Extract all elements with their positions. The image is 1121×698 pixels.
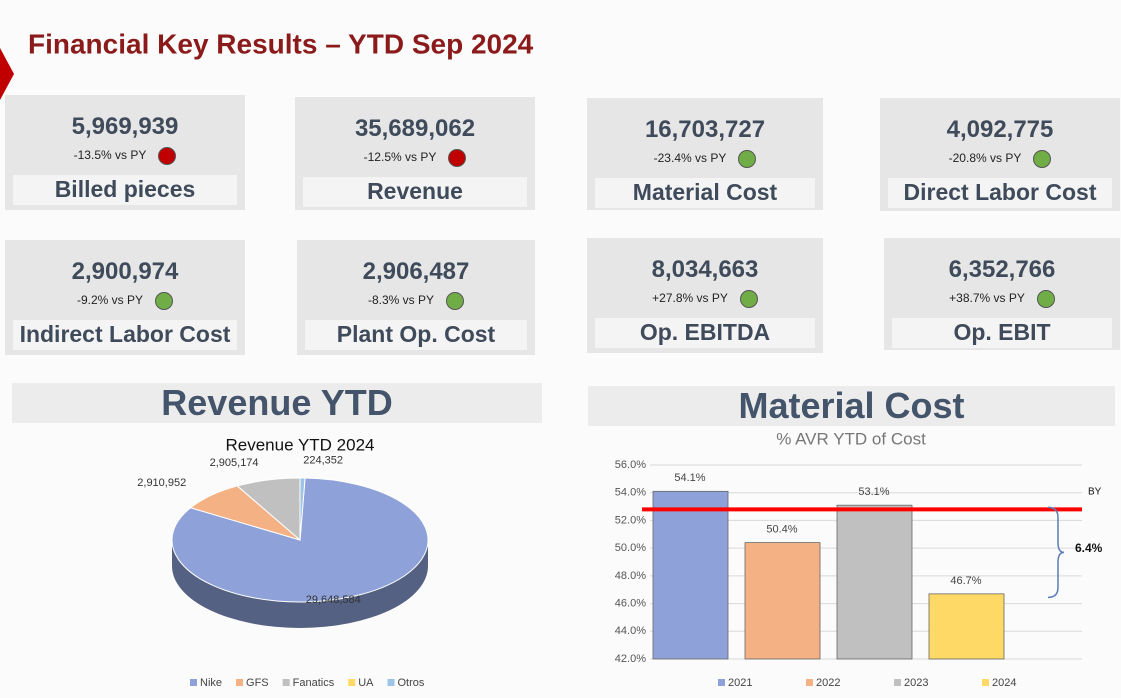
kpi-delta-text: -13.5% vs PY: [73, 148, 147, 163]
legend-label: Otros: [398, 677, 425, 689]
y-tick-label: 46.0%: [615, 597, 646, 609]
kpi-label: Material Cost: [595, 178, 815, 208]
status-indicator: [1036, 290, 1055, 308]
legend-label: Fanatics: [293, 677, 335, 689]
status-indicator: [448, 149, 467, 167]
kpi-card: 16,703,727 -23.4% vs PY Material Cost: [587, 98, 823, 210]
kpi-label: Billed pieces: [13, 175, 237, 205]
kpi-delta: -23.4% vs PY: [587, 150, 823, 168]
kpi-card: 5,969,939 -13.5% vs PY Billed pieces: [5, 95, 245, 210]
kpi-delta: -20.8% vs PY: [880, 150, 1120, 168]
status-indicator: [446, 292, 465, 310]
bar: [744, 542, 821, 660]
status-indicator: [158, 147, 177, 165]
status-indicator: [1033, 150, 1052, 168]
kpi-card: 2,900,974 -9.2% vs PY Indirect Labor Cost: [5, 240, 245, 355]
section-header: Revenue YTD: [12, 383, 542, 423]
kpi-card: 2,906,487 -8.3% vs PY Plant Op. Cost: [297, 240, 535, 355]
bar: [652, 490, 729, 660]
kpi-delta-text: +38.7% vs PY: [949, 291, 1025, 306]
legend-swatch: [982, 679, 989, 686]
kpi-label: Op. EBITDA: [595, 318, 815, 348]
legend-swatch: [718, 679, 725, 686]
pie-side: [172, 540, 428, 628]
bar-value-label: 53.1%: [858, 486, 889, 498]
annotation-bracket: [1047, 506, 1065, 599]
bar-value-label: 46.7%: [950, 575, 981, 587]
bar-value-label: 54.1%: [674, 472, 705, 484]
legend-label: 2024: [992, 677, 1016, 689]
bar: [836, 504, 913, 660]
legend-label: Nike: [200, 677, 222, 689]
status-indicator: [738, 150, 757, 168]
kpi-value: 2,906,487: [362, 258, 470, 285]
legend-label: 2022: [816, 677, 840, 689]
kpi-delta-text: -9.2% vs PY: [76, 293, 144, 308]
legend-swatch: [348, 679, 356, 686]
chart-subtitle: % AVR YTD of Cost: [776, 429, 926, 448]
y-tick-label: 44.0%: [615, 625, 646, 637]
pie-value-label: 29,648,584: [306, 594, 361, 606]
legend-label: UA: [358, 677, 374, 689]
legend-swatch: [806, 679, 813, 686]
kpi-label: Direct Labor Cost: [888, 178, 1112, 208]
y-tick-label: 42.0%: [615, 653, 646, 665]
kpi-card: 4,092,775 -20.8% vs PY Direct Labor Cost: [880, 98, 1120, 211]
kpi-delta-text: -8.3% vs PY: [367, 293, 435, 308]
y-tick-label: 56.0%: [615, 459, 646, 471]
kpi-card: 8,034,663 +27.8% vs PY Op. EBITDA: [587, 238, 823, 353]
pie-title: Revenue YTD 2024: [225, 435, 374, 454]
pie-value-label: 2,905,174: [210, 457, 259, 469]
kpi-label: Indirect Labor Cost: [13, 320, 237, 350]
section-header: Material Cost: [588, 386, 1115, 426]
kpi-delta: +27.8% vs PY: [587, 290, 823, 308]
kpi-value: 35,689,062: [354, 115, 476, 142]
legend-swatch: [236, 679, 244, 686]
y-tick-label: 52.0%: [615, 514, 646, 526]
kpi-delta: -13.5% vs PY: [5, 147, 245, 165]
kpi-label: Op. EBIT: [892, 318, 1112, 348]
pie-value-label: 2,910,952: [137, 477, 186, 489]
kpi-delta: +38.7% vs PY: [884, 290, 1120, 308]
bar: [928, 593, 1005, 660]
legend-label: GFS: [246, 677, 269, 689]
legend-swatch: [387, 679, 395, 686]
kpi-delta: -12.5% vs PY: [295, 149, 535, 167]
legend-label: 2023: [904, 677, 928, 689]
y-tick-label: 54.0%: [615, 487, 646, 499]
reference-label: BY: [1088, 487, 1102, 498]
kpi-card: 6,352,766 +38.7% vs PY Op. EBIT: [884, 238, 1120, 350]
pie-value-label: 224,352: [303, 455, 343, 467]
status-indicator: [739, 290, 758, 308]
kpi-delta-text: +27.8% vs PY: [652, 291, 728, 306]
kpi-value: 5,969,939: [71, 113, 179, 140]
legend-swatch: [282, 679, 290, 686]
kpi-label: Revenue: [303, 177, 527, 207]
page-title: Financial Key Results – YTD Sep 2024: [28, 28, 534, 59]
status-indicator: [155, 292, 174, 310]
kpi-label: Plant Op. Cost: [305, 320, 527, 350]
kpi-value: 16,703,727: [644, 116, 766, 143]
kpi-value: 8,034,663: [651, 256, 759, 283]
decor-arrow: [0, 48, 14, 100]
kpi-delta-text: -12.5% vs PY: [363, 150, 437, 165]
legend-swatch: [190, 679, 197, 686]
kpi-value: 4,092,775: [946, 116, 1054, 143]
legend-swatch: [894, 679, 901, 686]
y-tick-label: 50.0%: [615, 542, 646, 554]
y-tick-label: 48.0%: [615, 570, 646, 582]
legend-label: 2021: [728, 677, 752, 689]
kpi-delta-text: -23.4% vs PY: [653, 151, 727, 166]
kpi-delta: -9.2% vs PY: [5, 292, 245, 310]
kpi-value: 2,900,974: [71, 258, 179, 285]
kpi-value: 6,352,766: [948, 256, 1056, 283]
kpi-delta-text: -20.8% vs PY: [948, 151, 1022, 166]
bar-value-label: 50.4%: [766, 524, 797, 536]
annotation-label: 6.4%: [1075, 541, 1103, 555]
pie-slice: [299, 477, 306, 541]
kpi-delta: -8.3% vs PY: [297, 292, 535, 310]
kpi-card: 35,689,062 -12.5% vs PY Revenue: [295, 97, 535, 210]
